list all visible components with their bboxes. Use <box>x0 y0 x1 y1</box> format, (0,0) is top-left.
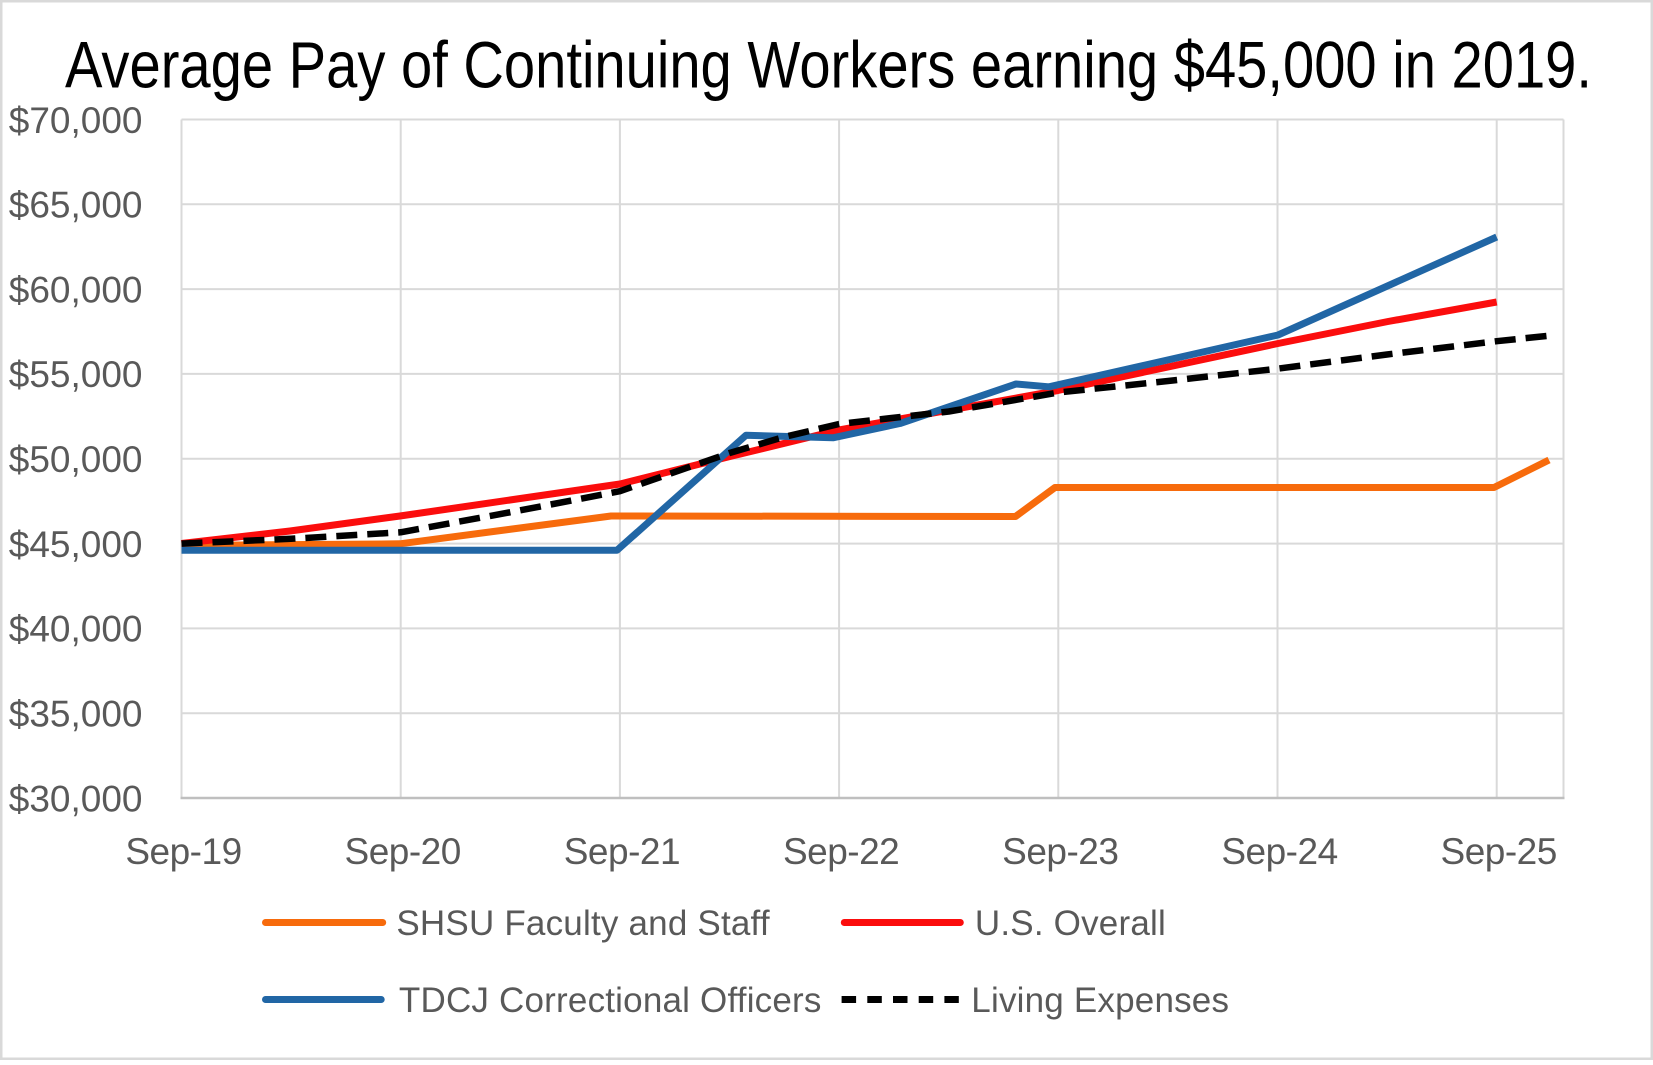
svg-text:Sep-25: Sep-25 <box>1441 831 1557 872</box>
svg-text:Sep-20: Sep-20 <box>345 831 461 872</box>
svg-text:Living Expenses: Living Expenses <box>971 981 1229 1020</box>
svg-text:$40,000: $40,000 <box>9 609 143 650</box>
svg-text:TDCJ Correctional Officers: TDCJ Correctional Officers <box>399 981 822 1020</box>
svg-text:$35,000: $35,000 <box>9 694 143 735</box>
svg-text:$60,000: $60,000 <box>9 269 143 310</box>
svg-text:Sep-21: Sep-21 <box>564 831 680 872</box>
svg-text:Sep-23: Sep-23 <box>1002 831 1118 872</box>
svg-text:$65,000: $65,000 <box>9 185 143 226</box>
svg-text:$55,000: $55,000 <box>9 354 143 395</box>
svg-text:$70,000: $70,000 <box>9 100 143 141</box>
svg-text:SHSU Faculty and Staff: SHSU Faculty and Staff <box>396 904 769 943</box>
svg-text:Sep-22: Sep-22 <box>783 831 899 872</box>
svg-text:Sep-19: Sep-19 <box>125 831 241 872</box>
svg-text:$45,000: $45,000 <box>9 524 143 565</box>
svg-text:U.S. Overall: U.S. Overall <box>975 904 1166 943</box>
svg-text:Average Pay of Continuing Work: Average Pay of Continuing Workers earnin… <box>65 28 1592 102</box>
svg-text:$30,000: $30,000 <box>9 778 143 819</box>
svg-text:$50,000: $50,000 <box>9 439 143 480</box>
svg-text:Sep-24: Sep-24 <box>1221 831 1337 872</box>
